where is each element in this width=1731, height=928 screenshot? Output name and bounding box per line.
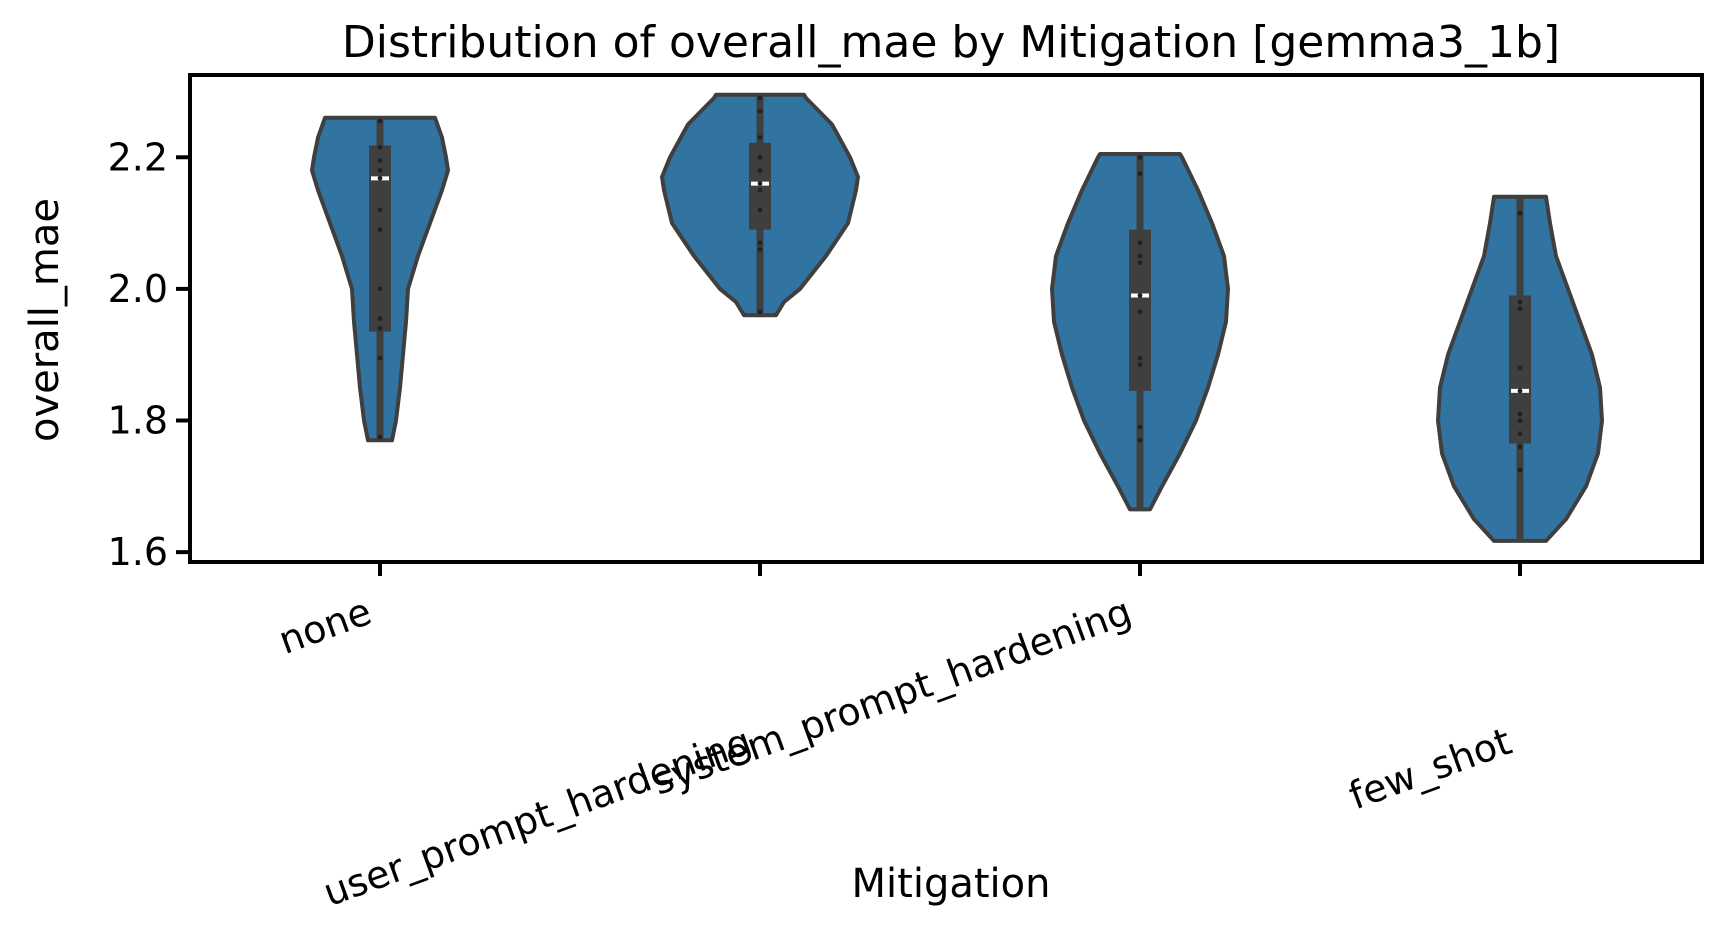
y-tick-label: 1.6 (108, 530, 168, 574)
data-point (1517, 411, 1523, 417)
data-point (757, 108, 763, 114)
data-point (377, 355, 383, 361)
data-point (377, 175, 383, 181)
data-point (1137, 437, 1143, 443)
data-point (377, 227, 383, 233)
data-point (1517, 431, 1523, 437)
data-point (1517, 210, 1523, 216)
data-point (1137, 253, 1143, 259)
violin-group-none (310, 115, 450, 443)
plot-area (310, 92, 1604, 543)
data-point (1137, 293, 1143, 298)
data-point (1137, 260, 1143, 265)
data-point (757, 135, 763, 140)
data-point (757, 154, 763, 160)
data-point (1137, 309, 1143, 315)
data-point (377, 326, 383, 331)
data-point (1517, 388, 1523, 394)
iqr-box-none (369, 145, 391, 332)
violin-group-user_prompt_hardening (660, 92, 860, 318)
data-point (757, 240, 763, 246)
violin-group-few_shot (1436, 194, 1604, 543)
axes-frame (188, 73, 1704, 564)
data-point (1137, 424, 1143, 430)
data-point (377, 286, 383, 292)
iqr-box-user_prompt_hardening (749, 142, 771, 230)
x-tick-label: system_prompt_hardening (646, 589, 1137, 803)
data-point (1517, 418, 1523, 423)
data-point (377, 118, 383, 124)
data-point (1517, 444, 1523, 450)
data-point (1137, 154, 1143, 160)
data-point (757, 181, 763, 187)
data-point (1517, 306, 1523, 311)
x-axis-label: Mitigation (852, 861, 1051, 907)
data-point (1517, 299, 1523, 305)
data-point (377, 207, 383, 213)
y-axis: 1.6 1.8 2.0 2.2 (108, 135, 190, 574)
data-point (377, 145, 383, 150)
data-point (757, 95, 763, 101)
data-point (757, 168, 763, 173)
chart-title: Distribution of overall_mae by Mitigatio… (342, 17, 1560, 68)
data-point (377, 168, 383, 173)
data-point (1137, 355, 1143, 361)
data-point (377, 434, 383, 440)
data-point (757, 207, 763, 213)
data-point (757, 187, 763, 193)
y-tick-label: 2.0 (108, 267, 168, 311)
x-tick-label: few_shot (1343, 719, 1517, 818)
data-point (1137, 362, 1143, 367)
data-point (1137, 240, 1143, 246)
data-point (1517, 365, 1523, 371)
data-point (377, 316, 383, 321)
data-point (757, 309, 763, 315)
x-tick-label: none (273, 589, 377, 663)
y-tick-label: 2.2 (108, 135, 168, 179)
violin-group-system_prompt_hardening (1050, 152, 1230, 512)
y-axis-label: overall_mae (22, 198, 68, 442)
data-point (377, 158, 383, 164)
data-point (757, 247, 763, 252)
data-point (1517, 467, 1523, 473)
data-point (1137, 171, 1143, 177)
y-tick-label: 1.8 (108, 399, 168, 443)
